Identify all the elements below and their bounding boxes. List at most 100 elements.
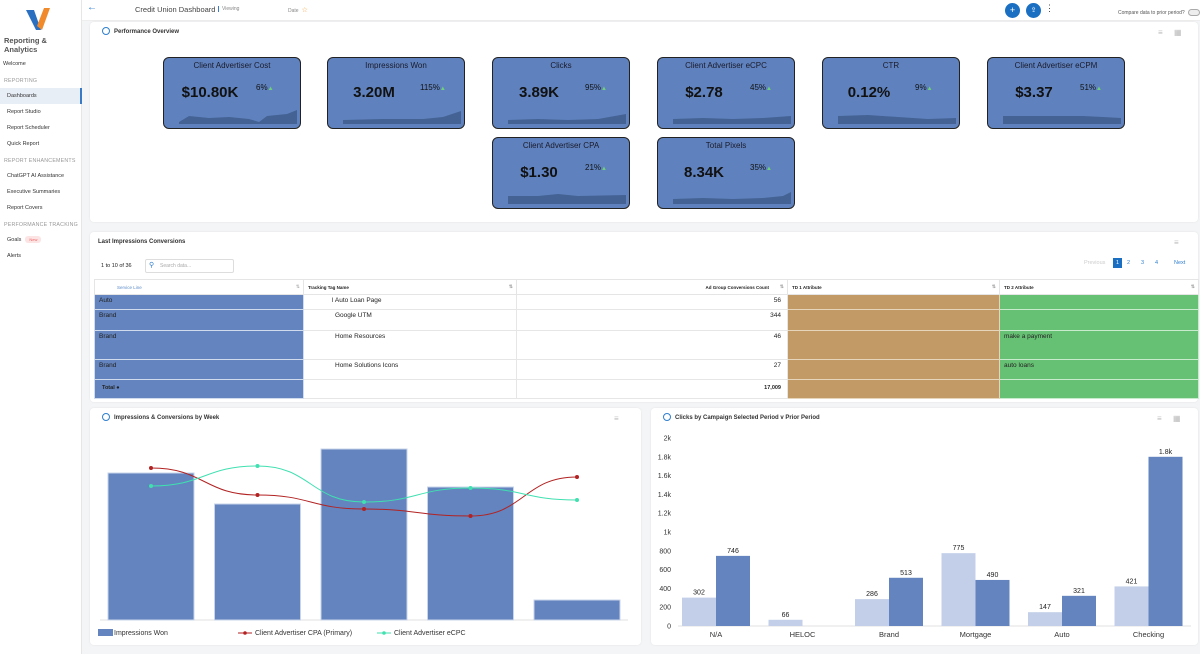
data-point[interactable] (575, 498, 579, 502)
bar-prior-period[interactable] (855, 599, 889, 626)
calendar-icon[interactable]: ▦ (1173, 414, 1181, 423)
kpi-card[interactable]: Client Advertiser eCPC $2.78 45%▲ (657, 57, 795, 129)
sidebar-item[interactable]: Report Studio (0, 104, 82, 120)
bar-selected-period[interactable] (716, 555, 750, 626)
bar-selected-period[interactable] (1062, 595, 1096, 626)
data-point[interactable] (255, 493, 260, 497)
back-arrow-icon[interactable]: ← (87, 2, 97, 13)
table-row[interactable]: Brand Google UTM 344 (94, 309, 1199, 331)
previous-button[interactable]: Previous (1084, 260, 1106, 266)
data-point[interactable] (149, 466, 153, 470)
refresh-icon[interactable] (663, 413, 671, 421)
sidebar-item[interactable]: Alerts (0, 248, 82, 264)
trend-up-icon: ▲ (766, 86, 772, 92)
data-point[interactable] (468, 514, 473, 518)
sort-icon[interactable]: ⇅ (295, 284, 300, 290)
column-header[interactable]: Ad Group Conversions Count ⇅ (516, 279, 788, 295)
filter-icon[interactable]: ≡ (614, 414, 619, 423)
bar-prior-period[interactable] (1028, 612, 1062, 626)
compare-toggle[interactable] (1188, 9, 1200, 16)
bar-prior-period[interactable] (941, 553, 976, 626)
sidebar-item[interactable]: Report Covers (0, 200, 82, 216)
table-row[interactable]: Auto l Auto Loan Page 56 (94, 294, 1199, 310)
sidebar-item[interactable]: Report Scheduler (0, 120, 82, 136)
column-header[interactable]: Service Line ⇅ (94, 279, 304, 295)
bar-impressions-won[interactable] (427, 486, 514, 621)
kpi-value: $1.30 (520, 164, 558, 181)
chart-title: Clicks by Campaign Selected Period v Pri… (675, 415, 820, 421)
bar-prior-period[interactable] (768, 619, 803, 626)
table-row[interactable]: Brand Home Resources 46 make a payment (94, 330, 1199, 360)
kpi-card[interactable]: Client Advertiser Cost $10.80K 6%▲ (163, 57, 301, 129)
info-icon[interactable]: ● (116, 385, 120, 391)
bar-selected-period[interactable] (975, 579, 1010, 626)
column-header[interactable]: TD 1 Attribute ⇅ (787, 279, 1000, 295)
page-button[interactable]: 3 (1141, 260, 1145, 266)
next-button[interactable]: Next (1174, 260, 1186, 266)
sidebar-item-label: Dashboards (7, 93, 37, 99)
column-header[interactable]: Tracking Tag Name ⇅ (303, 279, 517, 295)
data-label: 746 (727, 548, 739, 555)
refresh-icon[interactable] (102, 413, 110, 421)
filter-icon[interactable]: ≡ (1174, 238, 1179, 247)
more-options-icon[interactable]: ⋮ (1045, 3, 1054, 13)
bar-selected-period[interactable] (1148, 456, 1183, 626)
kpi-card[interactable]: Impressions Won 3.20M 115%▲ (327, 57, 465, 129)
date-filter[interactable]: Date ☆ (288, 6, 308, 14)
search-input[interactable]: ⚲ Search data... (145, 259, 234, 273)
data-point[interactable] (362, 500, 366, 504)
bar-impressions-won[interactable] (107, 472, 195, 621)
sidebar-item-label: Goals (7, 237, 22, 243)
sidebar-item-welcome[interactable]: Welcome (3, 61, 26, 67)
sort-icon[interactable]: ⇅ (1190, 284, 1195, 290)
star-icon[interactable]: ☆ (301, 7, 308, 14)
sort-icon[interactable]: ⇅ (779, 284, 784, 290)
sidebar-item[interactable]: Quick Report (0, 136, 82, 152)
filter-icon[interactable]: ≡ (1157, 414, 1162, 423)
kpi-change: 95%▲ (585, 83, 607, 92)
kpi-change: 45%▲ (750, 83, 772, 92)
filter-icon[interactable]: ≡ (1158, 28, 1163, 37)
sidebar-item[interactable]: Goals New (0, 232, 82, 248)
data-point[interactable] (575, 475, 579, 479)
sidebar-item[interactable]: Executive Summaries (0, 184, 82, 200)
sparkline (838, 115, 956, 124)
data-point[interactable] (255, 464, 260, 468)
search-icon: ⚲ (149, 262, 155, 269)
refresh-icon[interactable] (102, 27, 110, 35)
bar-impressions-won[interactable] (320, 448, 408, 621)
sidebar-item[interactable]: Dashboards (0, 88, 82, 104)
sidebar: Reporting & Analytics Welcome REPORTING Da… (0, 0, 82, 654)
kpi-change-value: 95% (585, 83, 602, 92)
page-button[interactable]: 1 (1113, 258, 1123, 268)
bar-impressions-won[interactable] (214, 503, 301, 621)
kpi-change-value: 35% (750, 163, 767, 172)
table-row[interactable]: Brand Home Solutions Icons 27 auto loans (94, 359, 1199, 380)
kpi-card[interactable]: Client Advertiser eCPM $3.37 51%▲ (987, 57, 1125, 129)
data-point[interactable] (468, 486, 473, 490)
kpi-value: 3.89K (518, 84, 560, 101)
kpi-card[interactable]: CTR 0.12% 9%▲ (822, 57, 960, 129)
data-point[interactable] (149, 484, 153, 488)
table-cell: 56 (516, 294, 788, 310)
page-button[interactable]: 4 (1155, 260, 1159, 266)
y-tick-label: 1.2k (658, 511, 672, 518)
page-button[interactable]: 2 (1127, 260, 1131, 266)
data-point[interactable] (362, 507, 366, 511)
kpi-value: $2.78 (685, 84, 723, 101)
bar-prior-period[interactable] (1114, 586, 1149, 626)
bar-impressions-won[interactable] (533, 599, 621, 621)
sort-icon[interactable]: ⇅ (508, 284, 513, 290)
sidebar-item[interactable]: ChatGPT AI Assistance (0, 168, 82, 184)
column-label: TD 1 Attribute (792, 284, 822, 290)
export-button[interactable]: ⇪ (1026, 3, 1041, 18)
kpi-card[interactable]: Client Advertiser CPA $1.30 21%▲ (492, 137, 630, 209)
calendar-icon[interactable]: ▦ (1174, 28, 1182, 37)
kpi-card[interactable]: Clicks 3.89K 95%▲ (492, 57, 630, 129)
add-button[interactable]: + (1005, 3, 1020, 18)
kpi-card[interactable]: Total Pixels 8.34K 35%▲ (657, 137, 795, 209)
column-header[interactable]: TD 2 Attribute ⇅ (999, 279, 1199, 295)
bar-prior-period[interactable] (682, 597, 716, 626)
bar-selected-period[interactable] (889, 577, 923, 626)
sort-icon[interactable]: ⇅ (991, 284, 996, 290)
